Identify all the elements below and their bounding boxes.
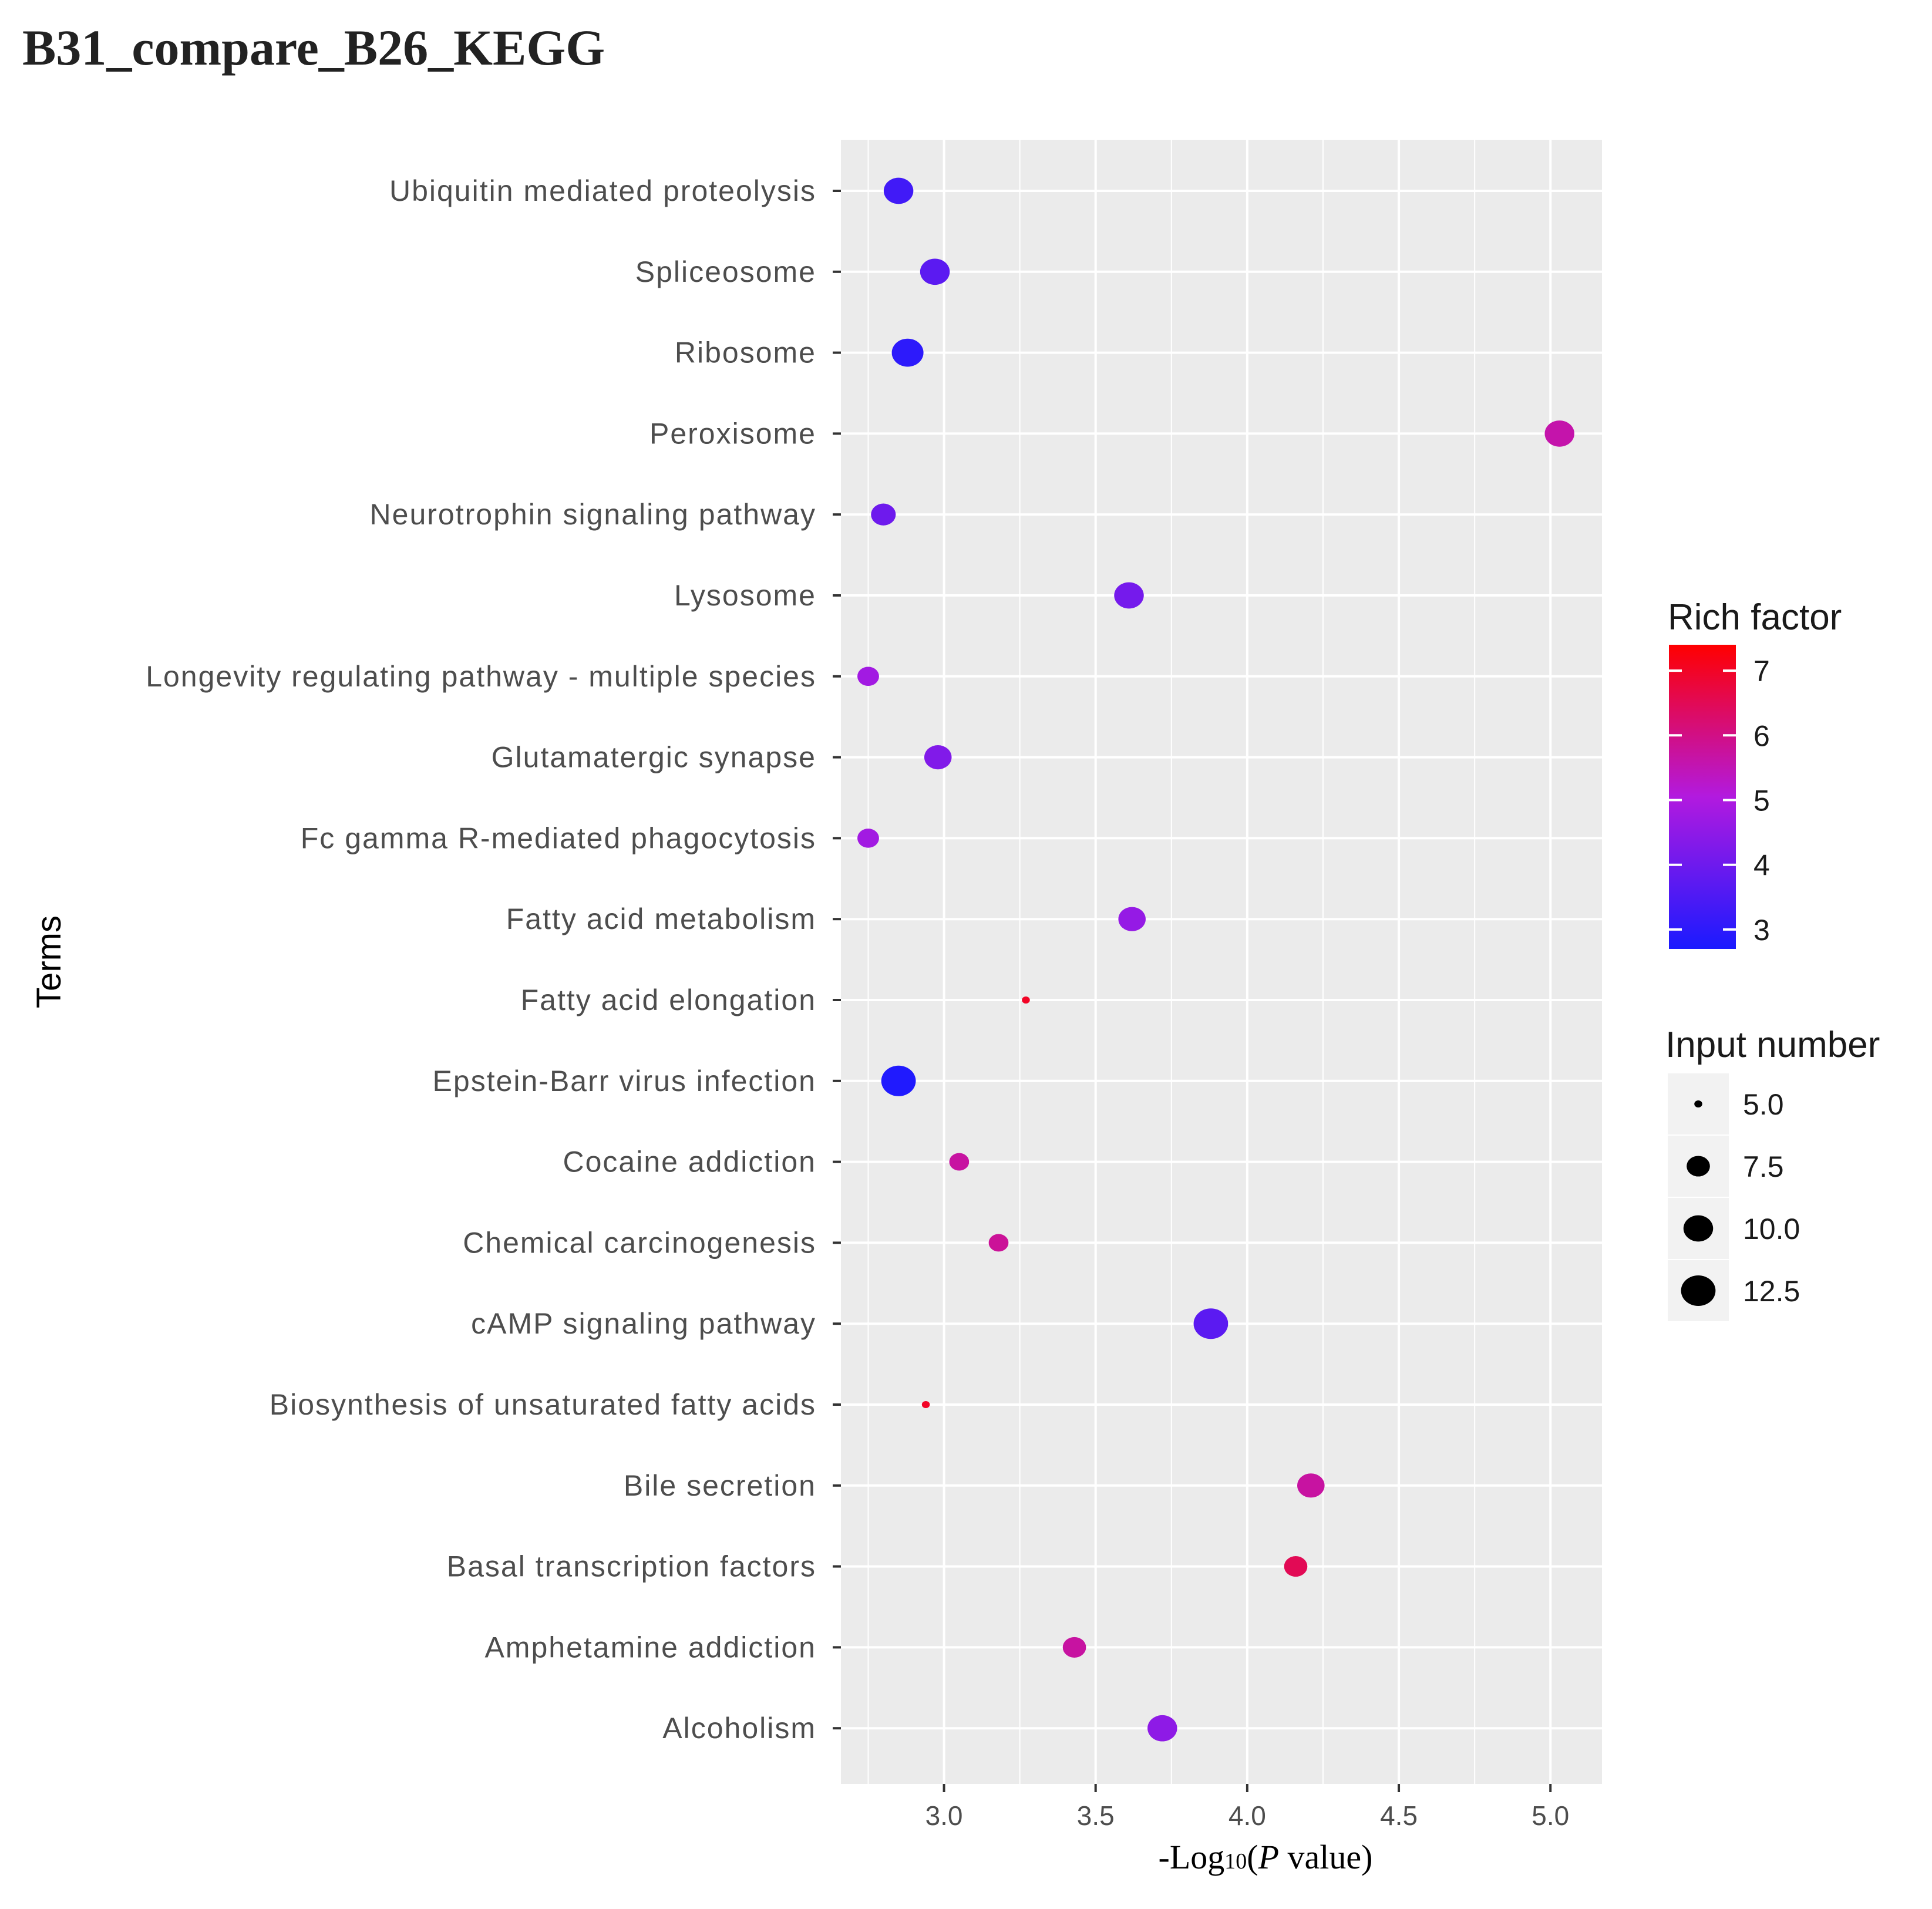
y-tick-label: Neurotrophin signaling pathway <box>370 498 816 531</box>
size-legend-label: 5.0 <box>1743 1088 1784 1121</box>
x-axis-label-open: ( <box>1247 1838 1258 1876</box>
y-tick-label: Epstein-Barr virus infection <box>433 1065 816 1097</box>
minor-gridlines <box>867 140 1476 1784</box>
y-tick-label: Lysosome <box>674 579 816 612</box>
size-legend-dot <box>1687 1156 1710 1177</box>
data-point <box>891 338 924 367</box>
x-axis-label-suffix: value) <box>1279 1838 1372 1876</box>
y-tick-label: Ribosome <box>675 336 816 369</box>
x-axis-label-prefix: -Log <box>1159 1838 1225 1876</box>
size-legend: 5.0 7.5 10.0 12.5 <box>1668 1073 1800 1321</box>
y-tick-label: Ubiquitin mediated proteolysis <box>389 174 816 207</box>
data-point <box>1147 1715 1177 1742</box>
x-tick-label: 3.0 <box>925 1800 963 1831</box>
color-legend-label: 3 <box>1753 914 1770 947</box>
data-point <box>921 1401 930 1408</box>
x-tick-label: 4.0 <box>1228 1800 1266 1831</box>
y-tick-label: Glutamatergic synapse <box>492 741 816 774</box>
y-tick-label: Chemical carcinogenesis <box>463 1226 816 1259</box>
y-tick-label: Bile secretion <box>624 1469 816 1502</box>
size-legend-dot <box>1694 1100 1702 1107</box>
data-point <box>871 503 896 526</box>
color-legend-ticks: 7 6 5 4 3 <box>1669 655 1770 947</box>
data-point <box>1114 582 1144 609</box>
data-points <box>857 177 1574 1742</box>
x-axis-label-italic: P <box>1258 1838 1279 1876</box>
x-axis-label: -Log10(P value) <box>1159 1838 1373 1876</box>
y-tick-label: Amphetamine addiction <box>484 1631 816 1664</box>
y-tick-label: Fc gamma R-mediated phagocytosis <box>301 821 816 854</box>
data-point <box>1118 907 1146 931</box>
size-legend-title: Input number <box>1665 1025 1880 1065</box>
color-legend-label: 7 <box>1753 655 1770 688</box>
data-point <box>857 666 879 686</box>
data-point <box>881 1065 916 1096</box>
data-point <box>920 258 950 285</box>
y-axis-label: Terms <box>30 915 68 1008</box>
y-tick-label: Cocaine addiction <box>563 1146 817 1179</box>
color-legend-label: 6 <box>1753 719 1770 752</box>
x-tick-label: 5.0 <box>1532 1800 1569 1831</box>
y-tick-label: Basal transcription factors <box>447 1550 816 1583</box>
x-axis-ticks: 3.0 3.5 4.0 4.5 5.0 <box>925 1784 1569 1831</box>
color-legend-label: 4 <box>1753 849 1770 882</box>
y-tick-label: Biosynthesis of unsaturated fatty acids <box>270 1388 816 1421</box>
y-tick-label: cAMP signaling pathway <box>471 1307 816 1340</box>
color-legend-bar <box>1669 645 1736 949</box>
color-legend-label: 5 <box>1753 785 1770 817</box>
data-point <box>949 1153 970 1171</box>
data-point <box>857 829 879 848</box>
data-point <box>1284 1556 1308 1577</box>
x-tick-label: 3.5 <box>1077 1800 1115 1831</box>
y-tick-label: Alcoholism <box>662 1712 816 1745</box>
data-point <box>1022 996 1030 1004</box>
y-tick-label: Longevity regulating pathway - multiple … <box>146 660 816 693</box>
data-point <box>1062 1637 1086 1658</box>
plot-panel <box>841 140 1602 1784</box>
size-legend-label: 12.5 <box>1743 1275 1800 1308</box>
y-tick-label: Fatty acid metabolism <box>506 903 816 935</box>
y-tick-label: Spliceosome <box>635 255 816 288</box>
data-point <box>924 745 952 770</box>
data-point <box>883 177 914 204</box>
data-point <box>1297 1473 1325 1498</box>
y-axis-ticks: Ubiquitin mediated proteolysis Spliceosom… <box>146 174 841 1745</box>
figure-title: B31_compare_B26_KEGG <box>22 19 605 76</box>
x-tick-label: 4.5 <box>1380 1800 1418 1831</box>
color-legend-title: Rich factor <box>1668 597 1842 638</box>
size-legend-dot <box>1683 1215 1714 1242</box>
size-legend-label: 10.0 <box>1743 1213 1800 1245</box>
y-tick-label: Peroxisome <box>649 417 816 450</box>
data-point <box>1193 1308 1228 1339</box>
size-legend-dot <box>1681 1275 1716 1306</box>
data-point <box>988 1234 1009 1252</box>
data-point <box>1544 420 1574 447</box>
size-legend-label: 7.5 <box>1743 1150 1784 1183</box>
y-tick-label: Fatty acid elongation <box>521 984 816 1016</box>
x-axis-label-subscript: 10 <box>1224 1849 1247 1874</box>
